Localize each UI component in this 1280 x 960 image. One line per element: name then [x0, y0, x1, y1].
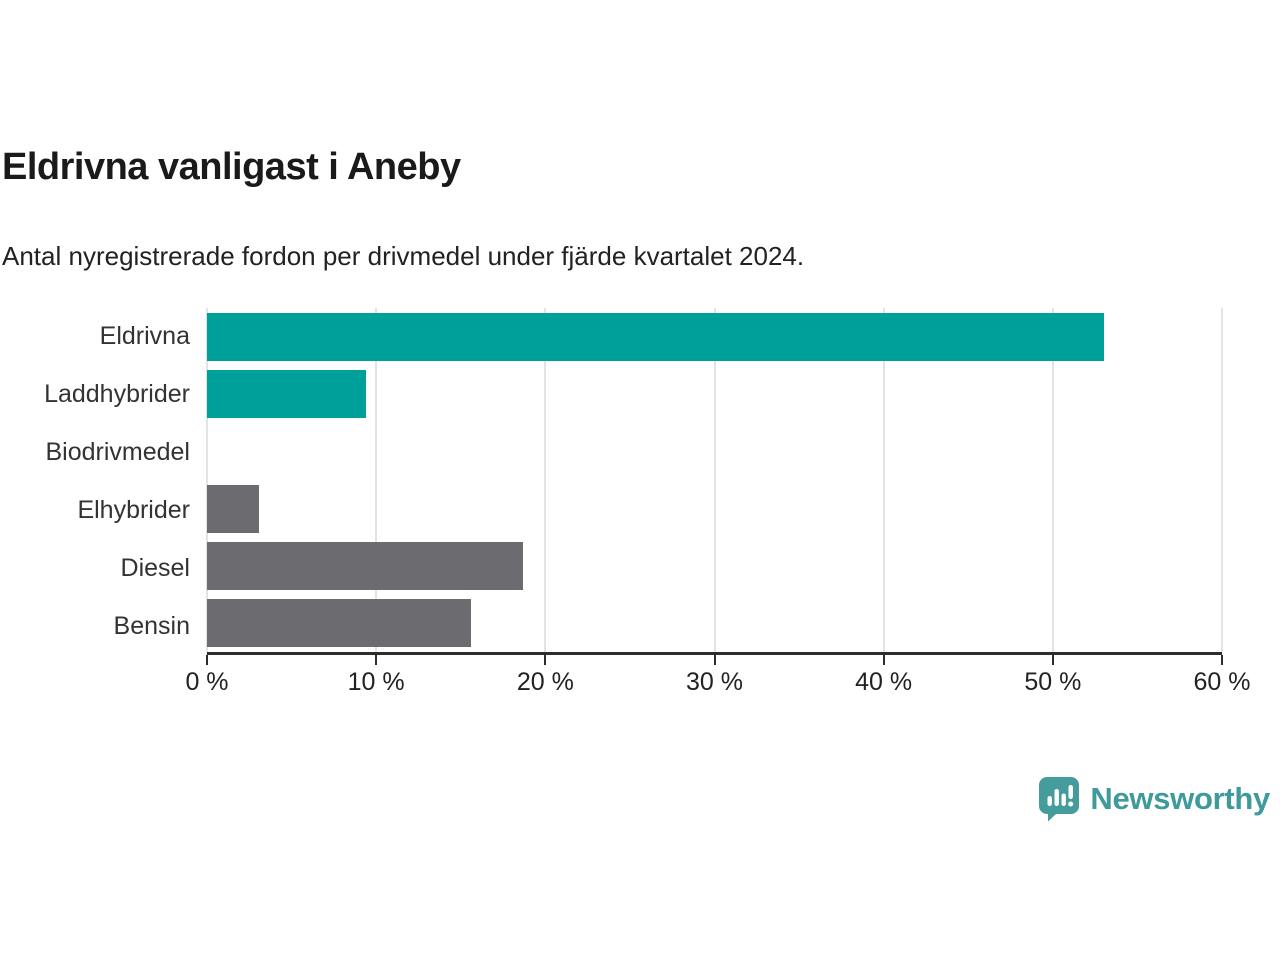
x-axis-tick-labels: 0 % 10 % 20 % 30 % 40 % 50 % 60 % [185, 668, 1250, 704]
category-label: Elhybrider [77, 495, 190, 524]
bar-row [207, 595, 1222, 652]
axis-tick-mark [713, 655, 716, 665]
bar-chart-plot-area [206, 308, 1223, 665]
category-axis-labels: Eldrivna Laddhybrider Biodrivmedel Elhybrid… [0, 308, 190, 655]
category-label: Bensin [113, 611, 190, 640]
bar-row [207, 365, 1222, 422]
x-axis-tick-label: 20 % [516, 668, 574, 696]
bar-bensin [207, 599, 471, 648]
bar-diesel [207, 541, 524, 590]
axis-tick-mark [1221, 655, 1223, 665]
bar-elhybrider [207, 484, 260, 533]
bar-row [207, 480, 1222, 537]
gridline [1051, 308, 1054, 652]
gridline [1221, 308, 1223, 652]
gridline [713, 308, 716, 652]
bar-rows [207, 308, 1222, 652]
axis-tick-mark [882, 655, 885, 665]
bar-row [207, 423, 1222, 480]
chart-subtitle: Antal nyregistrerade fordon per drivmede… [2, 241, 805, 271]
category-label: Diesel [120, 553, 190, 582]
x-axis-tick-label: 10 % [347, 668, 405, 696]
chart-title: Eldrivna vanligast i Aneby [2, 146, 461, 188]
category-label: Biodrivmedel [45, 438, 190, 467]
category-label: Laddhybrider [44, 380, 190, 409]
newsworthy-speech-bubble-chart-icon [1038, 776, 1080, 822]
x-axis-tick-label: 60 % [1193, 668, 1251, 696]
x-axis-tick-label: 30 % [686, 668, 743, 696]
x-axis-tick-label: 0 % [185, 668, 229, 696]
axis-tick-mark [1051, 655, 1054, 665]
gridline [882, 308, 885, 652]
axis-tick-mark [206, 655, 208, 665]
gridline [544, 308, 547, 652]
newsworthy-logo-text: Newsworthy [1090, 781, 1270, 816]
axis-tick-mark [544, 655, 547, 665]
axis-tick-mark [375, 655, 378, 665]
x-axis-tick-label: 50 % [1024, 668, 1082, 696]
category-label: Eldrivna [99, 322, 190, 351]
bar-row [207, 537, 1222, 594]
bar-laddhybrider [207, 369, 367, 418]
newsworthy-branding: Newsworthy [1038, 775, 1270, 823]
bar-eldrivna [207, 312, 1104, 361]
bar-row [207, 308, 1222, 365]
x-axis-tick-label: 40 % [855, 668, 913, 696]
gridline [375, 308, 378, 652]
gridline [206, 308, 208, 652]
